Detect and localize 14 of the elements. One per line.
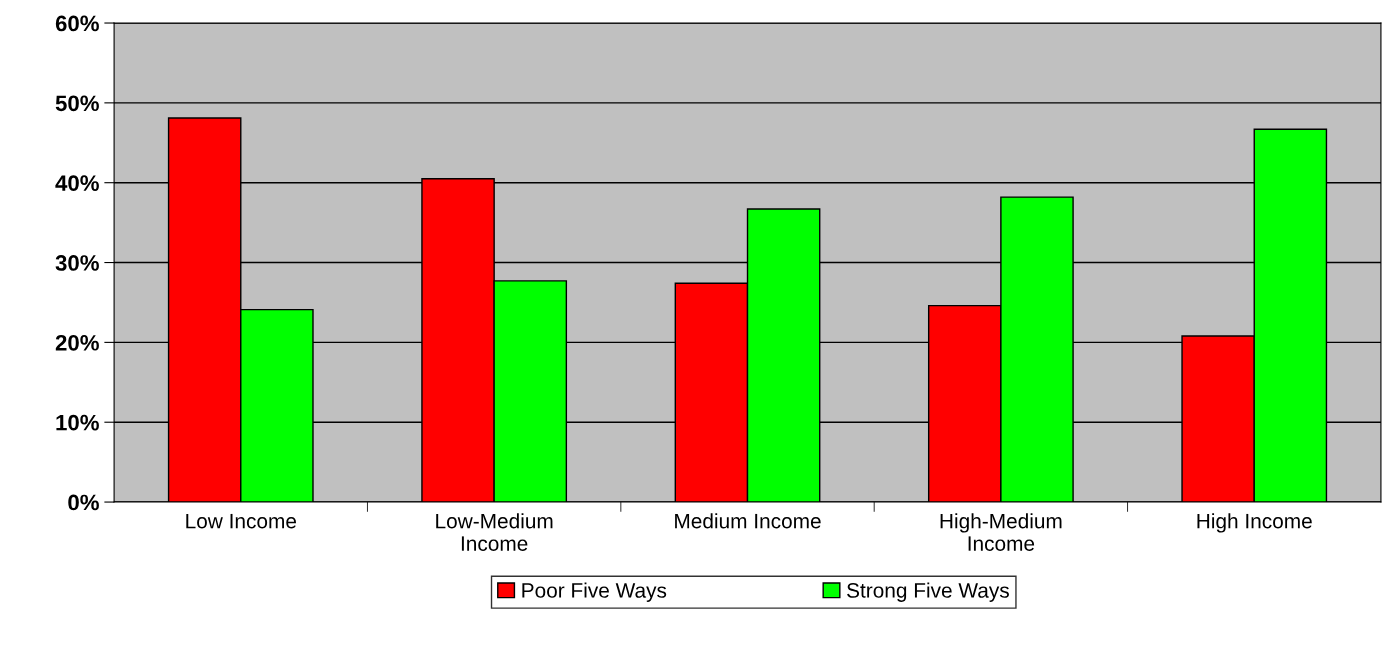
y-tick-label: 30% [55, 255, 99, 271]
legend-label: Poor Five Ways [522, 582, 667, 602]
x-tick-label: Low Income [186, 513, 297, 529]
legend-label: Strong Five Ways [847, 582, 1009, 602]
y-tick-label: 40% [55, 175, 99, 191]
y-tick-label: 50% [55, 95, 99, 112]
y-tick-label: 60% [55, 15, 99, 32]
x-tick-label: High-Medium Income [940, 513, 1062, 551]
x-tick-label: Low-Medium Income [436, 513, 553, 551]
y-tick-label: 0% [68, 494, 99, 511]
y-tick-label: 10% [56, 414, 99, 431]
x-tick-label: Medium Income [675, 513, 821, 529]
y-tick-label: 20% [55, 334, 99, 351]
x-tick-label: High Income [1197, 513, 1312, 533]
